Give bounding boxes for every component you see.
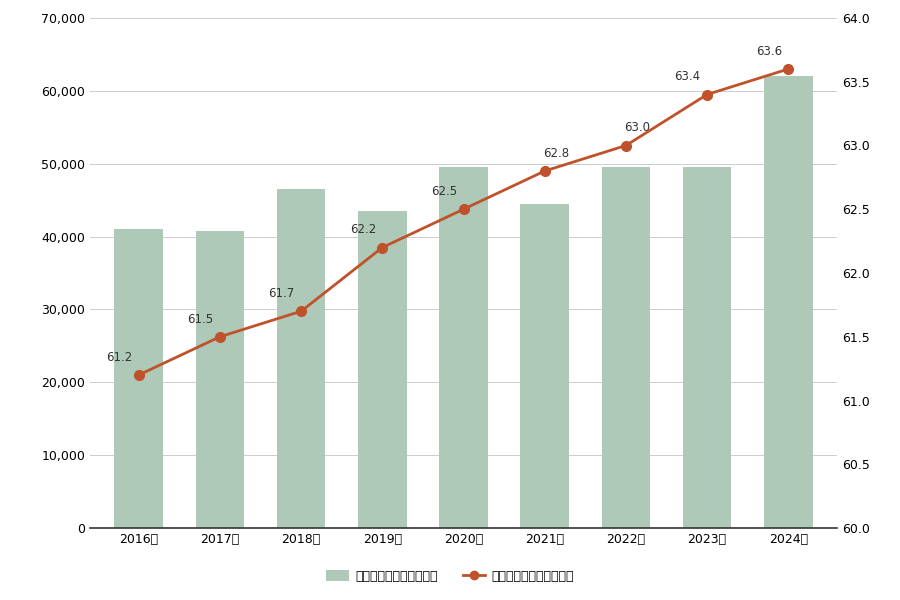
Line: 経営者の平均年齢（歳）: 経営者の平均年齢（歳） — [134, 64, 793, 380]
経営者の平均年齢（歳） — [214, 333, 225, 340]
Text: 63.0: 63.0 — [624, 121, 650, 134]
Bar — [277, 189, 326, 528]
経営者の平均年齢（歳） — [620, 142, 631, 149]
経営者の平均年齢（歳） — [296, 308, 307, 315]
経営者の平均年齢（歳） — [377, 244, 388, 251]
Bar — [683, 167, 732, 528]
Text: 62.2: 62.2 — [350, 223, 376, 236]
Bar — [520, 204, 569, 528]
Text: 61.5: 61.5 — [187, 313, 213, 326]
経営者の平均年齢（歳） — [458, 206, 469, 213]
Bar — [114, 229, 163, 528]
Text: 62.5: 62.5 — [431, 185, 457, 198]
Bar — [764, 76, 813, 528]
Bar — [195, 232, 244, 528]
Text: 61.7: 61.7 — [268, 287, 295, 300]
Bar — [601, 167, 650, 528]
経営者の平均年齢（歳） — [702, 91, 713, 98]
Text: 62.8: 62.8 — [543, 147, 569, 160]
Text: 61.2: 61.2 — [106, 351, 132, 364]
経営者の平均年齢（歳） — [539, 167, 550, 175]
経営者の平均年齢（歳） — [783, 65, 794, 73]
Bar — [358, 211, 407, 528]
Bar — [439, 167, 488, 528]
Legend: 休廃業・解散件数（件）, 経営者の平均年齢（歳）: 休廃業・解散件数（件）, 経営者の平均年齢（歳） — [321, 565, 579, 588]
Text: 63.4: 63.4 — [675, 70, 701, 83]
経営者の平均年齢（歳） — [133, 371, 144, 379]
Text: 63.6: 63.6 — [756, 45, 782, 58]
